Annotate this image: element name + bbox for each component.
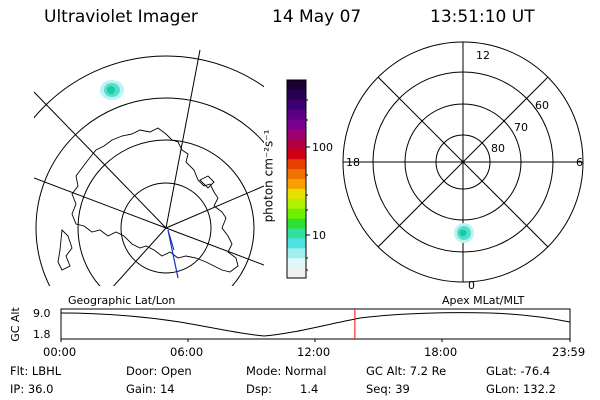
geo-meridian — [34, 177, 167, 229]
mlt-label-18: 18 — [346, 156, 360, 169]
colorbar-unit-label: photon cm⁻²s⁻¹ — [261, 129, 276, 223]
colorbar-segment — [287, 268, 306, 279]
geo-meridian — [34, 91, 167, 229]
colorbar-tick-10: 10 — [312, 229, 326, 242]
status-mode: Mode: Normal — [246, 364, 327, 378]
geo-lat-circle-2 — [77, 139, 255, 286]
mlat-label-60: 60 — [535, 99, 549, 112]
status-flt: Flt: LBHL — [10, 364, 62, 378]
colorbar-segment — [287, 179, 306, 190]
mlat-label-70: 70 — [514, 121, 528, 134]
colorbar-segment — [287, 188, 306, 200]
status-dsp-label: Dsp: — [246, 382, 273, 396]
colorbar-segment — [287, 139, 306, 150]
colorbar-segment — [287, 169, 306, 180]
status-gain: Gain: 14 — [126, 382, 175, 396]
status-glon: GLon: 132.2 — [486, 382, 556, 396]
time-label: 13:51:10 UT — [430, 7, 535, 27]
colorbar-segment — [287, 159, 306, 170]
altitude-axis-label: GC Alt — [8, 307, 22, 342]
date-label: 14 May 07 — [272, 7, 362, 27]
colorbar-segment — [287, 238, 306, 249]
geo-lat-circle-inner — [120, 182, 212, 274]
colorbar-segment — [287, 248, 306, 259]
mlt-label-12: 12 — [476, 49, 490, 62]
polar-aurora-blob — [454, 223, 474, 243]
geo-meridian — [165, 49, 201, 229]
colorbar-segment — [287, 109, 306, 121]
colorbar-frame — [286, 79, 307, 279]
altitude-y-tick-min: 1.8 — [33, 328, 51, 341]
geo-lat-circle-4 — [34, 55, 264, 119]
altitude-x-ticks — [60, 339, 571, 342]
satellite-track — [167, 229, 175, 251]
mlt-label-0: 0 — [468, 279, 475, 292]
mlt-label-6: 6 — [576, 156, 583, 169]
colorbar — [287, 80, 306, 279]
altitude-y-tick-max: 9.0 — [33, 307, 51, 320]
polar-plot — [342, 41, 584, 283]
altitude-x-tick-1200: 12:00 — [297, 345, 331, 359]
colorbar-segment — [287, 258, 306, 269]
colorbar-tick-100: 100 — [312, 141, 333, 154]
altitude-x-tick-0000: 00:00 — [43, 345, 77, 359]
geo-map-title: Geographic Lat/Lon — [68, 294, 176, 307]
geo-map — [34, 49, 264, 286]
status-gc-alt: GC Alt: 7.2 Re — [366, 364, 447, 378]
polar-diag — [377, 76, 549, 248]
geo-meridian — [112, 227, 167, 286]
polar-title: Apex MLat/MLT — [442, 294, 525, 307]
altitude-curve — [60, 312, 571, 337]
satellite-track — [167, 229, 179, 279]
colorbar-segment — [287, 149, 306, 160]
colorbar-ticks — [306, 99, 310, 271]
status-ip: IP: 36.0 — [10, 382, 54, 396]
status-dsp-value: 1.4 — [300, 382, 319, 396]
status-seq: Seq: 39 — [366, 382, 410, 396]
instrument-title: Ultraviolet Imager — [44, 7, 198, 27]
coastline — [71, 127, 239, 273]
colorbar-segment — [287, 99, 306, 111]
altitude-x-tick-0600: 06:00 — [170, 345, 204, 359]
colorbar-segment — [287, 228, 306, 239]
colorbar-segment — [287, 80, 306, 91]
mlat-label-80: 80 — [491, 142, 505, 155]
geo-lat-circle-3 — [35, 97, 264, 286]
geo-aurora-blob — [100, 80, 124, 100]
coastline — [57, 229, 73, 271]
coastline — [199, 175, 215, 189]
colorbar-segment — [287, 198, 306, 210]
altitude-x-tick-1800: 18:00 — [424, 345, 458, 359]
colorbar-segment — [287, 218, 306, 230]
colorbar-segment — [287, 208, 306, 220]
colorbar-segment — [287, 89, 306, 101]
altitude-x-tick-2359: 23:59 — [552, 345, 586, 359]
geo-meridian — [165, 227, 264, 266]
status-door: Door: Open — [126, 364, 192, 378]
colorbar-segment — [287, 119, 306, 131]
status-glat: GLat: -76.4 — [486, 364, 551, 378]
altitude-plot — [60, 308, 571, 342]
colorbar-segment — [287, 129, 306, 140]
